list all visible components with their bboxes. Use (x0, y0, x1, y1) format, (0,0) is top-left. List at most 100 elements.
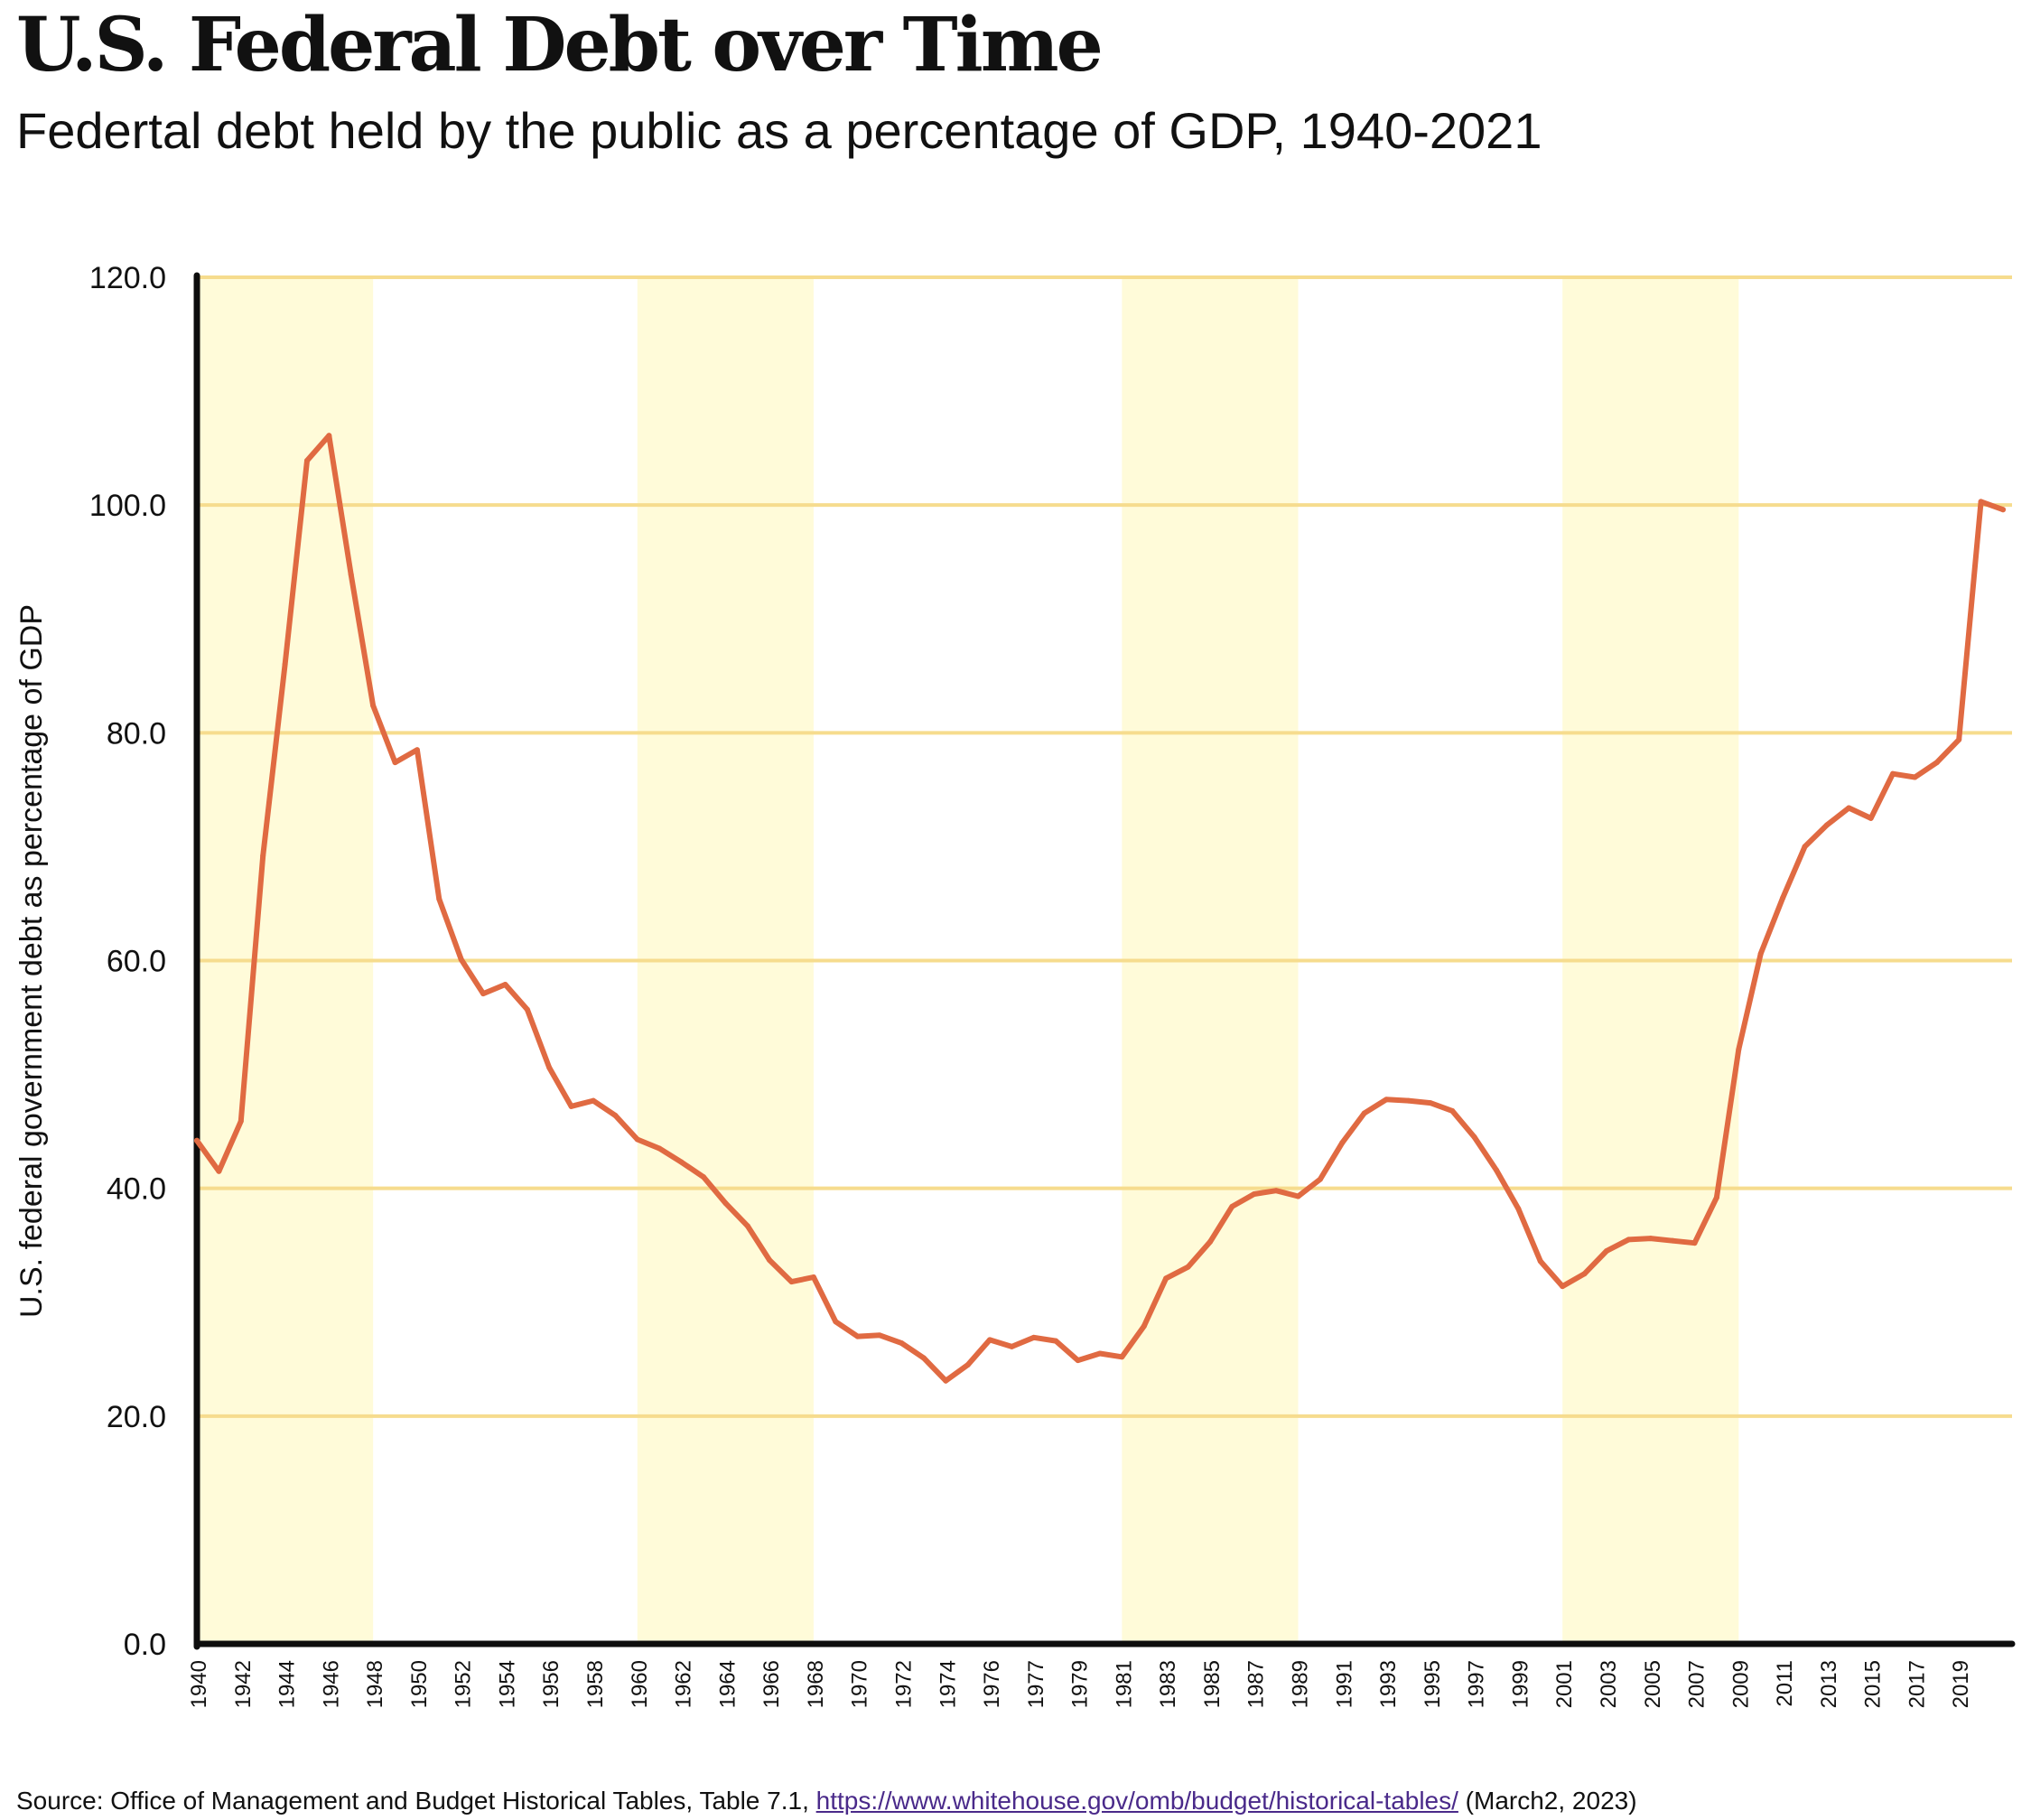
x-tick-label: 1954 (495, 1660, 519, 1708)
x-tick-label: 1964 (715, 1660, 740, 1708)
data-point-1957 (568, 1103, 574, 1109)
data-point-1976 (987, 1337, 993, 1343)
x-tick-label: 2001 (1552, 1660, 1577, 1708)
data-point-1952 (458, 957, 464, 963)
source-note: Source: Office of Management and Budget … (16, 1787, 1637, 1815)
data-point-1994 (1405, 1097, 1411, 1104)
data-point-2010 (1757, 950, 1764, 957)
x-tick-label: 1972 (891, 1660, 916, 1708)
data-point-1996 (1449, 1107, 1456, 1114)
data-point-1997 (1471, 1134, 1477, 1140)
data-point-2006 (1670, 1237, 1676, 1244)
x-tick-label: 1948 (363, 1660, 387, 1708)
data-point-1944 (282, 661, 288, 667)
x-tick-label: 2013 (1817, 1660, 1841, 1708)
x-tick-label: 1985 (1200, 1660, 1225, 1708)
data-point-2019 (1956, 736, 1962, 742)
y-axis-title: U.S. federal government debt as percenta… (14, 604, 49, 1318)
data-point-1966 (767, 1257, 773, 1264)
data-point-1945 (303, 457, 310, 463)
data-point-2018 (1933, 760, 1940, 766)
x-tick-label: 1979 (1068, 1660, 1093, 1708)
data-point-1982 (1141, 1323, 1147, 1330)
x-tick-label: 1962 (672, 1660, 696, 1708)
data-point-1953 (480, 991, 487, 997)
y-tick-label: 40.0 (107, 1172, 166, 1207)
data-point-2011 (1780, 895, 1786, 901)
data-point-1963 (700, 1174, 706, 1181)
y-tick-label: 100.0 (89, 489, 166, 523)
data-point-1948 (370, 703, 377, 709)
data-point-2014 (1846, 805, 1852, 811)
x-tick-label: 1940 (187, 1660, 211, 1708)
data-point-1995 (1427, 1100, 1433, 1106)
x-tick-label: 1997 (1465, 1660, 1489, 1708)
x-tick-label: 1966 (759, 1660, 784, 1708)
data-point-1950 (414, 747, 420, 753)
x-tick-label: 1956 (539, 1660, 564, 1708)
chart-title: U.S. Federal Debt over Time (16, 2, 1104, 89)
data-point-2012 (1802, 844, 1808, 850)
data-point-1955 (524, 1006, 530, 1013)
x-tick-label: 1976 (980, 1660, 1004, 1708)
data-point-1971 (877, 1332, 883, 1339)
data-point-1991 (1339, 1140, 1346, 1146)
data-point-1984 (1185, 1264, 1191, 1270)
data-point-2000 (1537, 1258, 1543, 1265)
y-tick-label: 60.0 (107, 945, 166, 979)
x-tick-label: 1968 (804, 1660, 828, 1708)
data-point-1985 (1206, 1238, 1213, 1245)
x-tick-label: 2007 (1685, 1660, 1710, 1708)
data-point-1988 (1273, 1188, 1280, 1194)
data-point-2020 (1978, 499, 1984, 505)
x-tick-label: 1999 (1508, 1660, 1533, 1708)
x-tick-label: 1987 (1244, 1660, 1269, 1708)
data-point-2003 (1603, 1248, 1609, 1255)
data-point-1972 (899, 1340, 905, 1347)
x-tick-label: 1991 (1332, 1660, 1356, 1708)
source-prefix: Source: Office of Management and Budget … (16, 1787, 816, 1815)
data-point-1983 (1163, 1275, 1169, 1282)
data-point-1999 (1515, 1206, 1522, 1212)
data-point-1992 (1361, 1110, 1367, 1116)
data-point-1954 (502, 981, 508, 987)
data-point-2017 (1912, 774, 1918, 780)
data-point-1960 (634, 1136, 640, 1143)
data-point-1968 (810, 1274, 816, 1281)
x-tick-label: 1942 (231, 1660, 256, 1708)
x-tick-label: 1950 (407, 1660, 432, 1708)
data-point-1977 (1030, 1334, 1037, 1340)
data-point-1975 (964, 1362, 971, 1368)
data-point-1949 (392, 760, 398, 766)
data-point-1959 (612, 1112, 619, 1118)
source-link[interactable]: https://www.whitehouse.gov/omb/budget/hi… (815, 1787, 1458, 1815)
data-point-1962 (678, 1159, 685, 1165)
x-tick-label: 1989 (1289, 1660, 1313, 1708)
data-point-2004 (1626, 1237, 1632, 1243)
x-tick-label: 2019 (1949, 1660, 1973, 1708)
data-point-2005 (1647, 1236, 1654, 1242)
x-tick-label: 1944 (275, 1660, 300, 1708)
data-point-TQ (1009, 1343, 1015, 1349)
x-tick-label: 2009 (1728, 1660, 1753, 1708)
data-point-1941 (216, 1168, 222, 1174)
source-suffix: (March2, 2023) (1458, 1787, 1637, 1815)
data-point-1980 (1097, 1350, 1103, 1357)
x-tick-label: 2011 (1773, 1660, 1797, 1707)
data-point-2016 (1890, 770, 1896, 777)
y-tick-label: 120.0 (89, 261, 166, 295)
x-tick-label: 1960 (628, 1660, 652, 1708)
data-point-1979 (1075, 1358, 1081, 1364)
x-tick-label: 1946 (319, 1660, 343, 1708)
data-point-1974 (943, 1377, 949, 1384)
data-point-1978 (1053, 1338, 1059, 1344)
data-point-1961 (657, 1145, 663, 1152)
data-point-1943 (260, 853, 266, 859)
data-point-1990 (1317, 1176, 1323, 1182)
x-tick-label: 1952 (452, 1660, 476, 1708)
x-tick-label: 1993 (1376, 1660, 1401, 1708)
data-point-1965 (744, 1223, 750, 1229)
data-point-1989 (1295, 1193, 1301, 1199)
data-point-1970 (854, 1333, 861, 1339)
data-points (194, 433, 2006, 1384)
